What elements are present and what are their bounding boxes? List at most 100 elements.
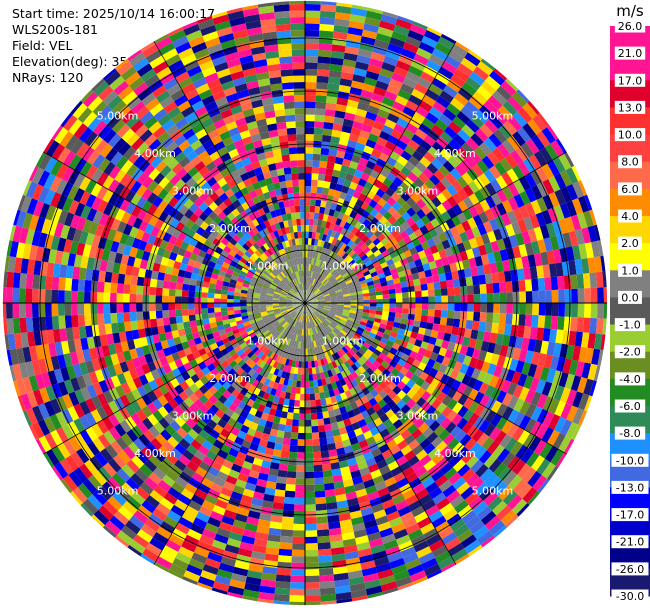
ppi-gate	[327, 341, 334, 349]
ppi-gate	[333, 210, 340, 219]
ppi-gate	[387, 284, 395, 290]
ppi-gate	[377, 521, 392, 532]
ppi-gate	[307, 290, 311, 298]
ppi-gate	[459, 250, 469, 261]
ppi-gate	[182, 576, 198, 586]
ppi-gate	[104, 323, 113, 335]
ppi-gate	[188, 303, 195, 310]
ppi-gate	[523, 267, 532, 280]
ppi-gate	[351, 442, 361, 452]
ppi-gate	[257, 403, 266, 413]
ppi-gate	[279, 390, 287, 399]
ppi-gate	[331, 44, 346, 53]
ppi-gate	[466, 311, 474, 321]
ppi-gate	[393, 471, 406, 483]
ppi-gate	[247, 341, 255, 348]
ppi-gate	[432, 323, 440, 332]
ppi-gate	[451, 180, 463, 193]
ppi-gate	[145, 542, 162, 557]
ppi-gate	[343, 221, 351, 230]
ppi-gate	[187, 428, 199, 440]
ppi-gate	[395, 534, 411, 546]
ppi-gate	[367, 64, 382, 75]
ppi-gate	[204, 471, 217, 483]
ppi-gate	[395, 60, 411, 72]
ppi-gate	[278, 318, 285, 324]
ppi-gate	[308, 308, 313, 314]
ppi-gate	[305, 211, 310, 219]
ppi-gate	[209, 510, 224, 522]
ppi-gate	[422, 94, 436, 107]
ppi-gate	[393, 123, 406, 135]
ppi-gate	[169, 377, 180, 388]
ppi-gate	[204, 557, 221, 569]
ppi-gate	[283, 378, 289, 386]
ppi-gate	[332, 566, 348, 575]
ppi-gate	[323, 122, 334, 130]
ppi-gate	[527, 254, 537, 268]
ppi-gate	[484, 273, 493, 284]
ppi-gate	[340, 235, 348, 244]
ppi-gate	[210, 414, 221, 424]
ppi-gate	[201, 292, 209, 298]
ppi-gate	[141, 394, 153, 406]
ppi-gate	[305, 569, 320, 576]
ppi-gate	[305, 263, 308, 271]
ppi-gate	[523, 157, 536, 173]
ppi-gate	[262, 566, 278, 575]
ppi-gate	[309, 218, 314, 226]
ppi-gate	[314, 252, 319, 260]
ppi-gate	[457, 129, 471, 143]
ppi-gate	[346, 342, 354, 349]
ppi-gate	[328, 389, 336, 398]
ppi-gate	[464, 491, 479, 506]
ppi-gate	[350, 252, 359, 260]
ppi-gate	[394, 186, 406, 197]
ppi-gate	[91, 514, 105, 528]
ppi-gate	[157, 479, 172, 493]
ppi-gate	[309, 380, 314, 388]
ppi-gate	[367, 316, 375, 322]
ppi-gate	[503, 120, 518, 136]
ppi-gate	[338, 268, 346, 275]
ppi-gate	[577, 303, 585, 318]
ppi-gate	[103, 303, 111, 314]
ppi-gate	[583, 210, 594, 228]
ppi-gate	[486, 440, 500, 455]
ppi-gate	[368, 313, 376, 318]
ppi-gate	[356, 433, 366, 443]
ppi-gate	[146, 402, 158, 414]
ppi-gate	[512, 207, 524, 222]
ppi-gate	[506, 292, 513, 303]
ppi-gate	[308, 367, 313, 375]
ppi-gate	[361, 123, 373, 134]
ppi-gate	[451, 326, 460, 336]
ppi-gate	[357, 273, 365, 280]
ppi-gate	[414, 82, 429, 95]
ppi-gate	[281, 343, 287, 351]
ppi-gate	[348, 463, 360, 473]
ppi-gate	[505, 514, 519, 528]
ppi-gate	[489, 426, 502, 441]
ppi-gate	[418, 552, 435, 565]
ppi-gate	[90, 280, 99, 293]
ppi-gate	[327, 324, 334, 331]
ppi-gate	[382, 333, 390, 341]
ppi-gate	[296, 308, 302, 314]
ppi-gate	[294, 497, 305, 505]
ppi-gate	[147, 390, 158, 403]
ppi-gate	[529, 214, 540, 229]
ppi-gate	[242, 529, 257, 539]
ppi-gate	[379, 130, 391, 141]
ppi-gate	[318, 36, 333, 45]
ppi-gate	[353, 529, 368, 539]
ppi-gate	[354, 332, 362, 339]
ppi-gate	[578, 393, 590, 411]
ppi-gate	[333, 189, 342, 198]
ppi-gate	[336, 324, 344, 330]
ppi-gate	[150, 437, 163, 451]
ppi-gate	[340, 243, 348, 251]
ppi-gate	[574, 361, 585, 378]
ppi-gate	[324, 482, 335, 491]
